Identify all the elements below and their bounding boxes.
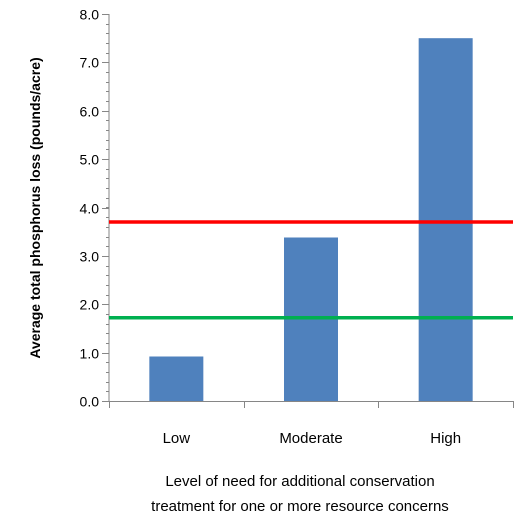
reference-lines — [109, 220, 513, 320]
y-tick-label: 1.0 — [80, 346, 100, 362]
x-tick-label: Low — [163, 430, 191, 447]
x-tick-label: High — [430, 430, 461, 447]
x-axis: Low Moderate High — [109, 401, 514, 447]
y-tick-label: 5.0 — [80, 152, 100, 168]
x-axis-label-line-2: treatment for one or more resource conce… — [151, 498, 449, 515]
x-axis-label-line-1: Level of need for additional conservatio… — [165, 473, 434, 490]
y-axis: 0.0 1.0 2.0 3.0 4.0 5.0 6.0 7.0 8.0 — [80, 7, 110, 410]
y-tick-label: 3.0 — [80, 249, 100, 265]
bar-low — [149, 356, 204, 401]
bars — [149, 38, 473, 401]
bar-high — [418, 38, 473, 401]
y-tick-label: 4.0 — [80, 201, 100, 217]
y-tick-label: 0.0 — [80, 394, 100, 410]
y-tick-label: 7.0 — [80, 55, 100, 71]
x-tick-label: Moderate — [279, 430, 342, 447]
y-tick-label: 8.0 — [80, 7, 100, 23]
y-tick-label: 2.0 — [80, 297, 100, 313]
y-axis-label: Average total phosphorus loss (pounds/ac… — [27, 57, 43, 358]
y-tick-label: 6.0 — [80, 104, 100, 120]
